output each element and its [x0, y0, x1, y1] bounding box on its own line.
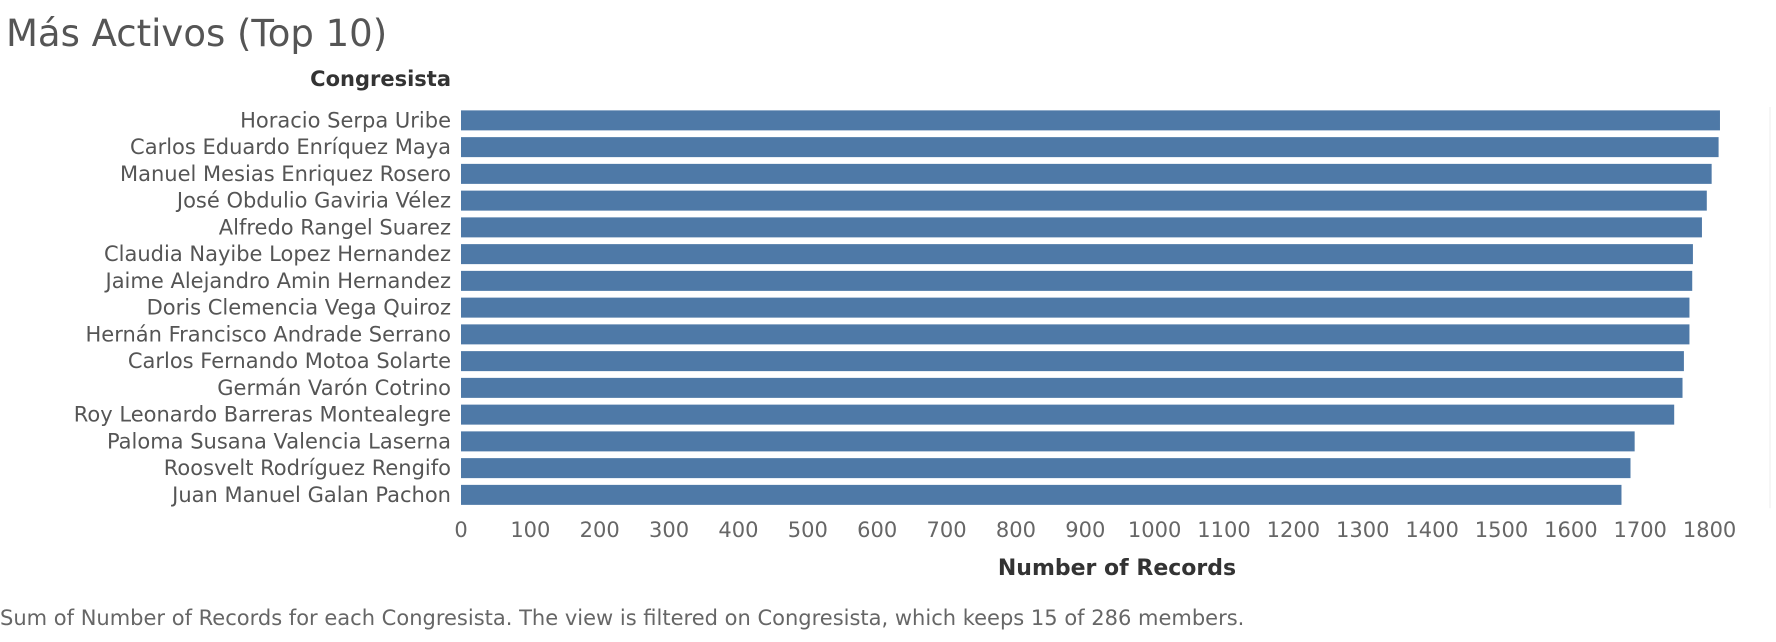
x-tick-label: 300 — [649, 518, 689, 542]
chart-title: Más Activos (Top 10) — [6, 12, 388, 55]
category-label: Carlos Eduardo Enríquez Maya — [130, 135, 451, 159]
bar[interactable] — [461, 458, 1631, 479]
x-tick-label: 1500 — [1475, 518, 1528, 542]
bars — [461, 110, 1720, 505]
bar[interactable] — [461, 351, 1684, 372]
bar[interactable] — [461, 297, 1690, 318]
x-tick-label: 1800 — [1683, 518, 1736, 542]
bar[interactable] — [461, 270, 1693, 291]
x-tick-label: 1000 — [1128, 518, 1181, 542]
x-tick-label: 1200 — [1267, 518, 1320, 542]
category-labels: Horacio Serpa Uribe Carlos Eduardo Enríqu… — [74, 108, 451, 507]
bar[interactable] — [461, 137, 1719, 158]
bar[interactable] — [461, 217, 1702, 238]
category-label: Carlos Fernando Motoa Solarte — [128, 349, 451, 373]
category-label: Germán Varón Cotrino — [217, 376, 451, 400]
bar[interactable] — [461, 190, 1707, 211]
bar-chart: Horacio Serpa Uribe Carlos Eduardo Enríqu… — [74, 67, 1771, 581]
x-tick-label: 1300 — [1336, 518, 1389, 542]
chart-caption: Sum of Number of Records for each Congre… — [0, 606, 1245, 630]
x-tick-label: 900 — [1065, 518, 1105, 542]
category-label: Paloma Susana Valencia Laserna — [107, 429, 451, 453]
x-tick-label: 0 — [454, 518, 467, 542]
category-label: José Obdulio Gaviria Vélez — [175, 189, 451, 213]
x-tick-label: 200 — [580, 518, 620, 542]
category-label: Jaime Alejandro Amin Hernandez — [104, 269, 452, 293]
category-label: Claudia Nayibe Lopez Hernandez — [104, 242, 451, 266]
category-label: Doris Clemencia Vega Quiroz — [147, 296, 451, 320]
x-axis-ticks: 0 100 200 300 400 500 600 700 800 900 1000 1100 1200… — [454, 518, 1736, 542]
bar[interactable] — [461, 484, 1622, 505]
x-tick-label: 500 — [788, 518, 828, 542]
category-label: Roosvelt Rodríguez Rengifo — [164, 456, 451, 480]
bar[interactable] — [461, 324, 1690, 345]
category-label: Alfredo Rangel Suarez — [219, 215, 451, 239]
x-tick-label: 1400 — [1405, 518, 1458, 542]
bar[interactable] — [461, 377, 1683, 398]
x-tick-label: 800 — [996, 518, 1036, 542]
bar[interactable] — [461, 404, 1675, 425]
category-label: Hernán Francisco Andrade Serrano — [85, 322, 451, 346]
category-label: Horacio Serpa Uribe — [240, 108, 451, 132]
bar[interactable] — [461, 110, 1720, 131]
category-label: Manuel Mesias Enriquez Rosero — [120, 162, 451, 186]
x-tick-label: 1700 — [1613, 518, 1666, 542]
row-header: Congresista — [310, 67, 451, 91]
bar[interactable] — [461, 431, 1635, 452]
category-label: Roy Leonardo Barreras Montealegre — [74, 403, 451, 427]
x-tick-label: 1600 — [1544, 518, 1597, 542]
x-tick-label: 100 — [510, 518, 550, 542]
category-label: Juan Manuel Galan Pachon — [170, 483, 451, 507]
x-axis-title: Number of Records — [998, 556, 1236, 581]
x-tick-label: 700 — [927, 518, 967, 542]
x-tick-label: 400 — [718, 518, 758, 542]
x-tick-label: 600 — [857, 518, 897, 542]
bar[interactable] — [461, 163, 1712, 184]
bar[interactable] — [461, 244, 1693, 265]
x-tick-label: 1100 — [1197, 518, 1250, 542]
